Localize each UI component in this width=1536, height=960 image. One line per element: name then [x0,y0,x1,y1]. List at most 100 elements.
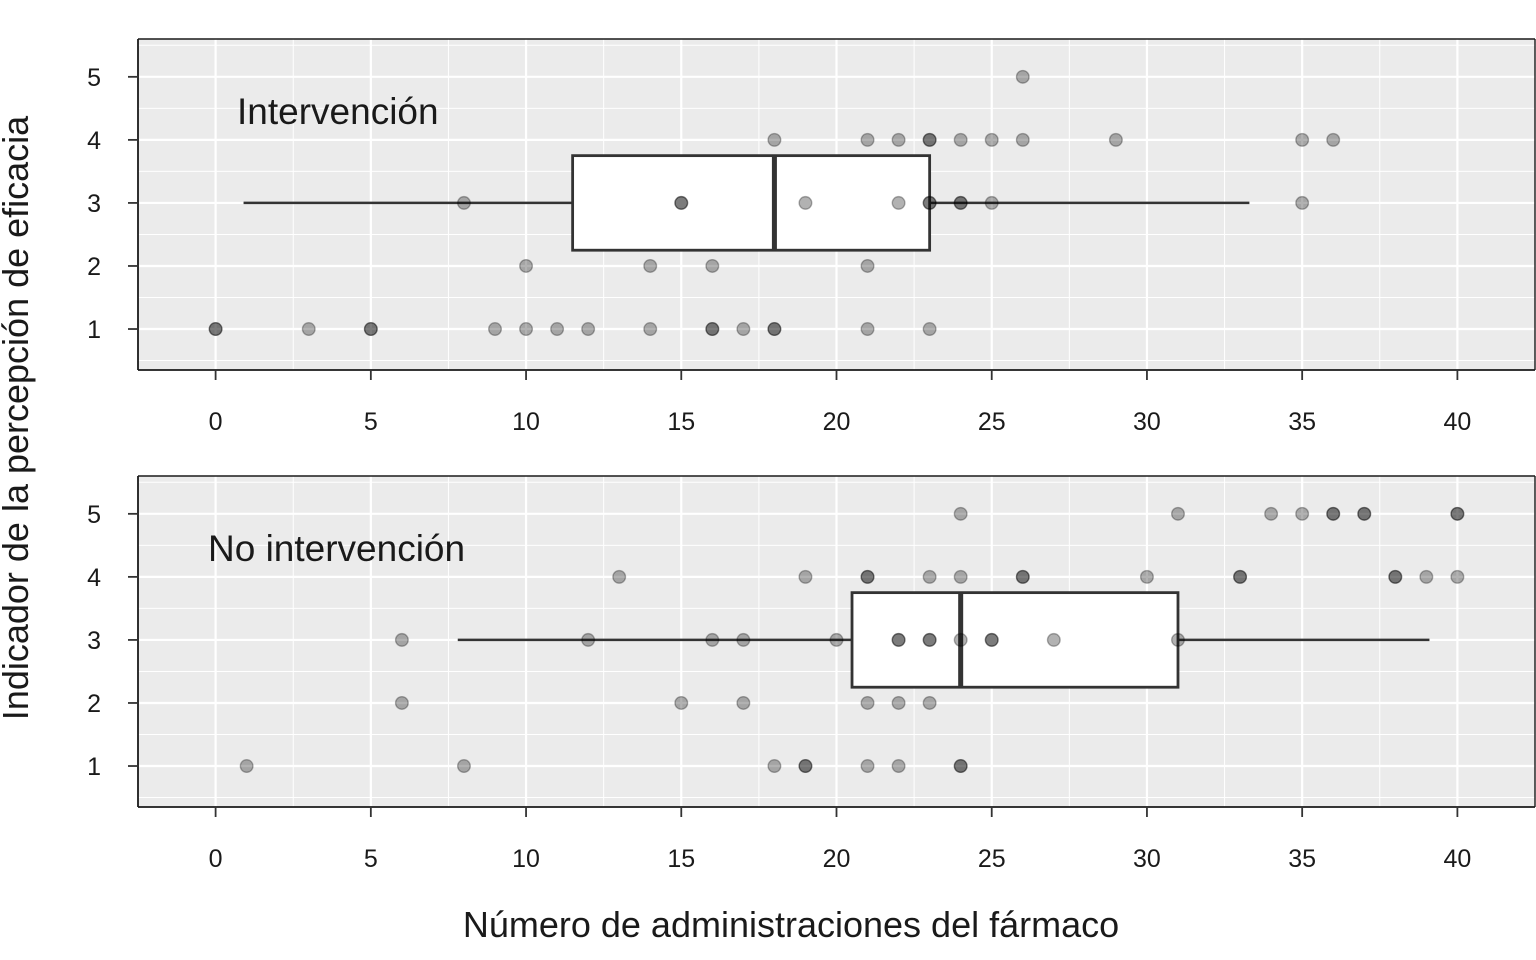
data-point [363,322,378,337]
data-point [891,195,906,210]
box [571,154,932,252]
data-point [798,759,813,774]
data-point [860,322,875,337]
data-point [922,632,937,647]
data-point [581,632,596,647]
boxplot [457,591,1430,689]
data-point [208,322,223,337]
data-point [1419,569,1434,584]
data-point [674,195,689,210]
data-point [456,759,471,774]
data-point [922,695,937,710]
panel-label: Intervención [237,91,439,132]
data-point [550,322,565,337]
y-tick-label: 1 [87,753,101,781]
data-point [1139,569,1154,584]
data-point [1295,132,1310,147]
data-point [612,569,627,584]
x-tick-label: 25 [978,845,1006,873]
data-point [860,258,875,273]
data-point [891,632,906,647]
data-point [922,195,937,210]
x-tick-label: 20 [823,845,851,873]
points [239,506,1465,774]
data-point [953,569,968,584]
data-point [1015,569,1030,584]
data-point [519,258,534,273]
data-point [1015,569,1030,584]
x-tick-label: 40 [1443,845,1471,873]
data-point [1326,132,1341,147]
data-point [922,632,937,647]
data-point [1388,569,1403,584]
data-point [239,759,254,774]
data-point [798,569,813,584]
x-tick-label: 5 [364,845,378,873]
x-tick-label: 25 [978,408,1006,436]
data-point [953,195,968,210]
x-tick-label: 5 [364,408,378,436]
data-point [1450,569,1465,584]
y-axis-title: Indicador de la percepción de eficacia [0,115,36,720]
y-tick-label: 1 [87,316,101,344]
data-point [736,632,751,647]
points [208,69,1341,337]
data-point [891,695,906,710]
data-point [984,632,999,647]
x-tick-label: 15 [667,408,695,436]
data-point [363,322,378,337]
data-point [1108,132,1123,147]
data-point [674,195,689,210]
x-tick-label: 35 [1288,845,1316,873]
data-point [891,632,906,647]
data-point [953,759,968,774]
data-point [767,759,782,774]
data-point [767,322,782,337]
data-point [798,195,813,210]
data-point [891,759,906,774]
x-tick-label: 40 [1443,408,1471,436]
y-tick-label: 2 [87,253,101,281]
data-point [1170,632,1185,647]
x-tick-label: 0 [209,408,223,436]
panel-no-intervencion: No intervención 0 5 10 15 20 25 30 35 40 1 2 3 4 5 [87,475,1536,873]
x-axis-title: Número de administraciones del fármaco [463,904,1119,945]
data-point [736,322,751,337]
data-point [1295,506,1310,521]
data-point [798,759,813,774]
data-point [519,322,534,337]
data-point [922,132,937,147]
y-tick-label: 2 [87,690,101,718]
y-tick-label: 4 [87,564,101,592]
data-point [922,322,937,337]
data-point [1233,569,1248,584]
x-tick-label: 20 [823,408,851,436]
x-tick-label: 10 [512,408,540,436]
x-tick-label: 0 [209,845,223,873]
data-point [674,695,689,710]
x-tick-label: 10 [512,845,540,873]
y-tick-label: 3 [87,627,101,655]
data-point [1450,506,1465,521]
data-point [1264,506,1279,521]
panel-intervencion: Intervención 0 5 10 15 20 25 30 35 40 1 2 3 4 5 [87,38,1536,436]
data-point [984,195,999,210]
data-point [488,322,503,337]
data-point [456,195,471,210]
y-tick-label: 5 [87,64,101,92]
data-point [767,132,782,147]
data-point [301,322,316,337]
data-point [922,132,937,147]
panel-label: No intervención [208,528,465,569]
box [850,591,1180,689]
data-point [1295,195,1310,210]
data-point [953,506,968,521]
data-point [953,759,968,774]
data-point [705,322,720,337]
data-point [705,322,720,337]
data-point [208,322,223,337]
data-point [1326,506,1341,521]
data-point [643,322,658,337]
data-point [953,132,968,147]
x-tick-label: 35 [1288,408,1316,436]
